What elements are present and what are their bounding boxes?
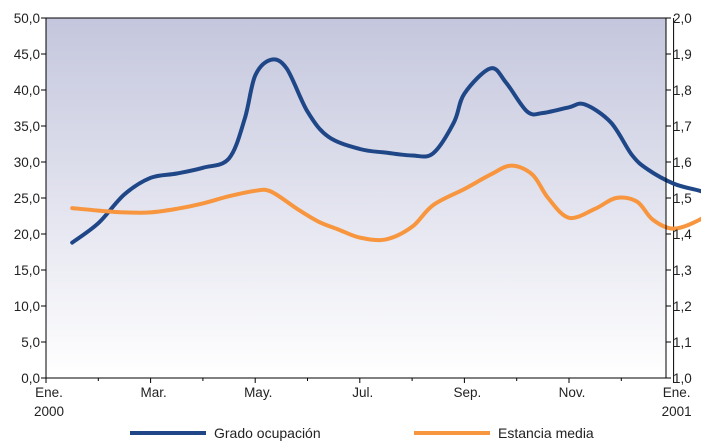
y-left-tick-label: 30,0	[14, 155, 40, 170]
y-left-tick-label: 45,0	[14, 47, 40, 62]
y-right-tick-label: 1,9	[673, 47, 692, 62]
y-right-tick-label: 1,0	[673, 371, 692, 386]
y-left-tick-label: 15,0	[14, 263, 40, 278]
x-tick-label: May.	[244, 385, 272, 400]
x-tick-label: Jul.	[352, 385, 373, 400]
legend-label: Estancia media	[498, 425, 594, 441]
legend: Grado ocupación Estancia media	[130, 425, 594, 441]
series-layer	[70, 57, 701, 245]
y-right-tick-label: 1,2	[673, 299, 692, 314]
plot-area	[46, 18, 666, 378]
legend-label: Grado ocupación	[214, 425, 321, 441]
y-right-tick-label: 1,6	[673, 155, 692, 170]
x-tick-label: Ene.	[35, 385, 63, 400]
x-year-label: 2000	[34, 404, 64, 419]
y-right-tick-label: 1,8	[673, 83, 692, 98]
axis-layer: 0,0 5,0 10,0 15,0 20,0 25,0 30,0 35,0 40,0 45,0 50…	[14, 11, 693, 419]
y-left-tick-label: 20,0	[14, 227, 40, 242]
y-left-tick-label: 40,0	[14, 83, 40, 98]
x-tick-label: Mar.	[140, 385, 166, 400]
y-left-tick-label: 25,0	[14, 191, 40, 206]
x-year-label: 2001	[662, 404, 692, 419]
x-tick-label: Nov.	[559, 385, 586, 400]
y-right-tick-label: 1,7	[673, 119, 692, 134]
y-right-tick-label: 1,3	[673, 263, 692, 278]
y-left-tick-label: 5,0	[21, 335, 40, 350]
series-line-estancia-media	[70, 163, 701, 243]
x-tick-label: Ene.	[663, 385, 691, 400]
y-right-tick-label: 1,4	[673, 227, 692, 242]
series-line-grado-ocupacion	[70, 57, 701, 245]
y-left-tick-label: 50,0	[14, 11, 40, 26]
y-left-tick-label: 10,0	[14, 299, 40, 314]
y-right-tick-label: 1,1	[673, 335, 692, 350]
y-left-tick-label: 35,0	[14, 119, 40, 134]
y-right-tick-label: 1,5	[673, 191, 692, 206]
y-left-tick-label: 0,0	[21, 371, 40, 386]
x-tick-label: Sep.	[454, 385, 482, 400]
y-right-tick-label: 2,0	[673, 11, 692, 26]
